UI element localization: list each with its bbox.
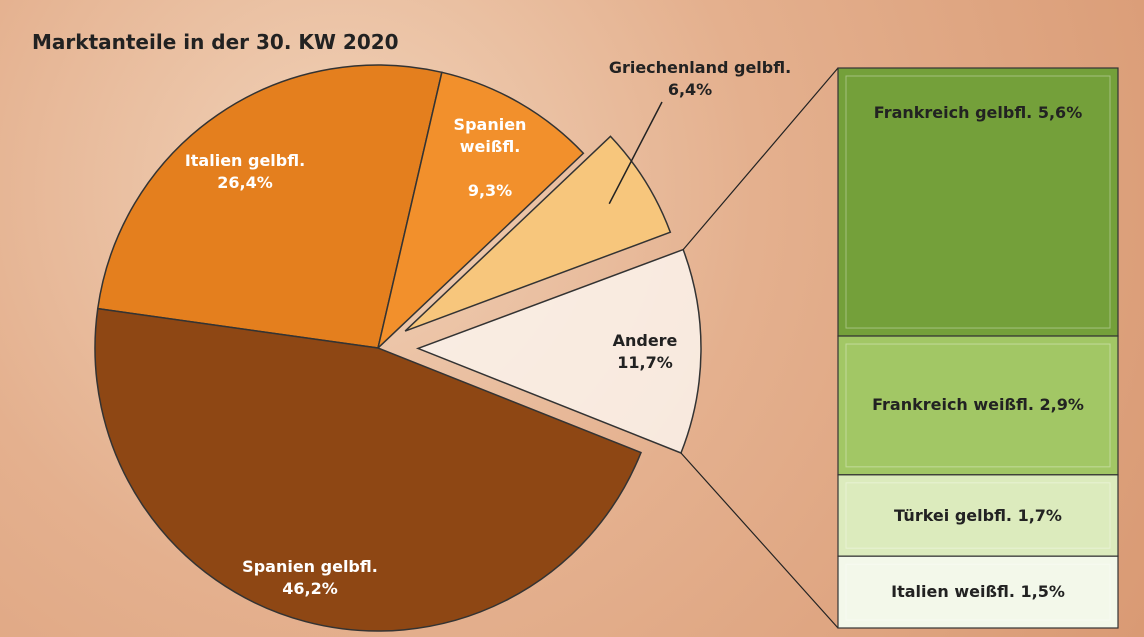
bar-label: Italien weißfl. 1,5%: [891, 581, 1065, 603]
bar-category: Italien weißfl.: [891, 582, 1015, 601]
bar-value: 1,5%: [1020, 582, 1064, 601]
slice-label: Italien gelbfl.: [185, 150, 305, 172]
bar-label: Frankreich weißfl. 2,9%: [872, 394, 1084, 416]
value-label: 11,7%: [617, 352, 673, 374]
bar-value: 2,9%: [1040, 395, 1084, 414]
slice-label: Andere: [613, 330, 678, 352]
chart: Marktanteile in der 30. KW 2020 Italien …: [0, 0, 1144, 637]
slice-label: Spanien weißfl.: [435, 114, 545, 158]
chart-area: [0, 0, 1144, 637]
bar-value: 1,7%: [1018, 506, 1062, 525]
slice-label: Spanien gelbfl.: [242, 556, 378, 578]
bar-category: Frankreich weißfl.: [872, 395, 1034, 414]
slice-label: Griechenland gelbfl.: [609, 57, 791, 79]
value-label: 9,3%: [435, 180, 545, 202]
bar-label: Türkei gelbfl. 1,7%: [894, 505, 1062, 527]
value-label: 46,2%: [282, 578, 338, 600]
value-label: 26,4%: [217, 172, 273, 194]
connector-line: [681, 453, 838, 628]
value-label: 6,4%: [668, 79, 712, 101]
bar-label: Frankreich gelbfl. 5,6%: [874, 102, 1082, 124]
bar-category: Frankreich gelbfl.: [874, 103, 1032, 122]
bar-category: Türkei gelbfl.: [894, 506, 1012, 525]
bar-value: 5,6%: [1038, 103, 1082, 122]
chart-title: Marktanteile in der 30. KW 2020: [32, 30, 399, 54]
